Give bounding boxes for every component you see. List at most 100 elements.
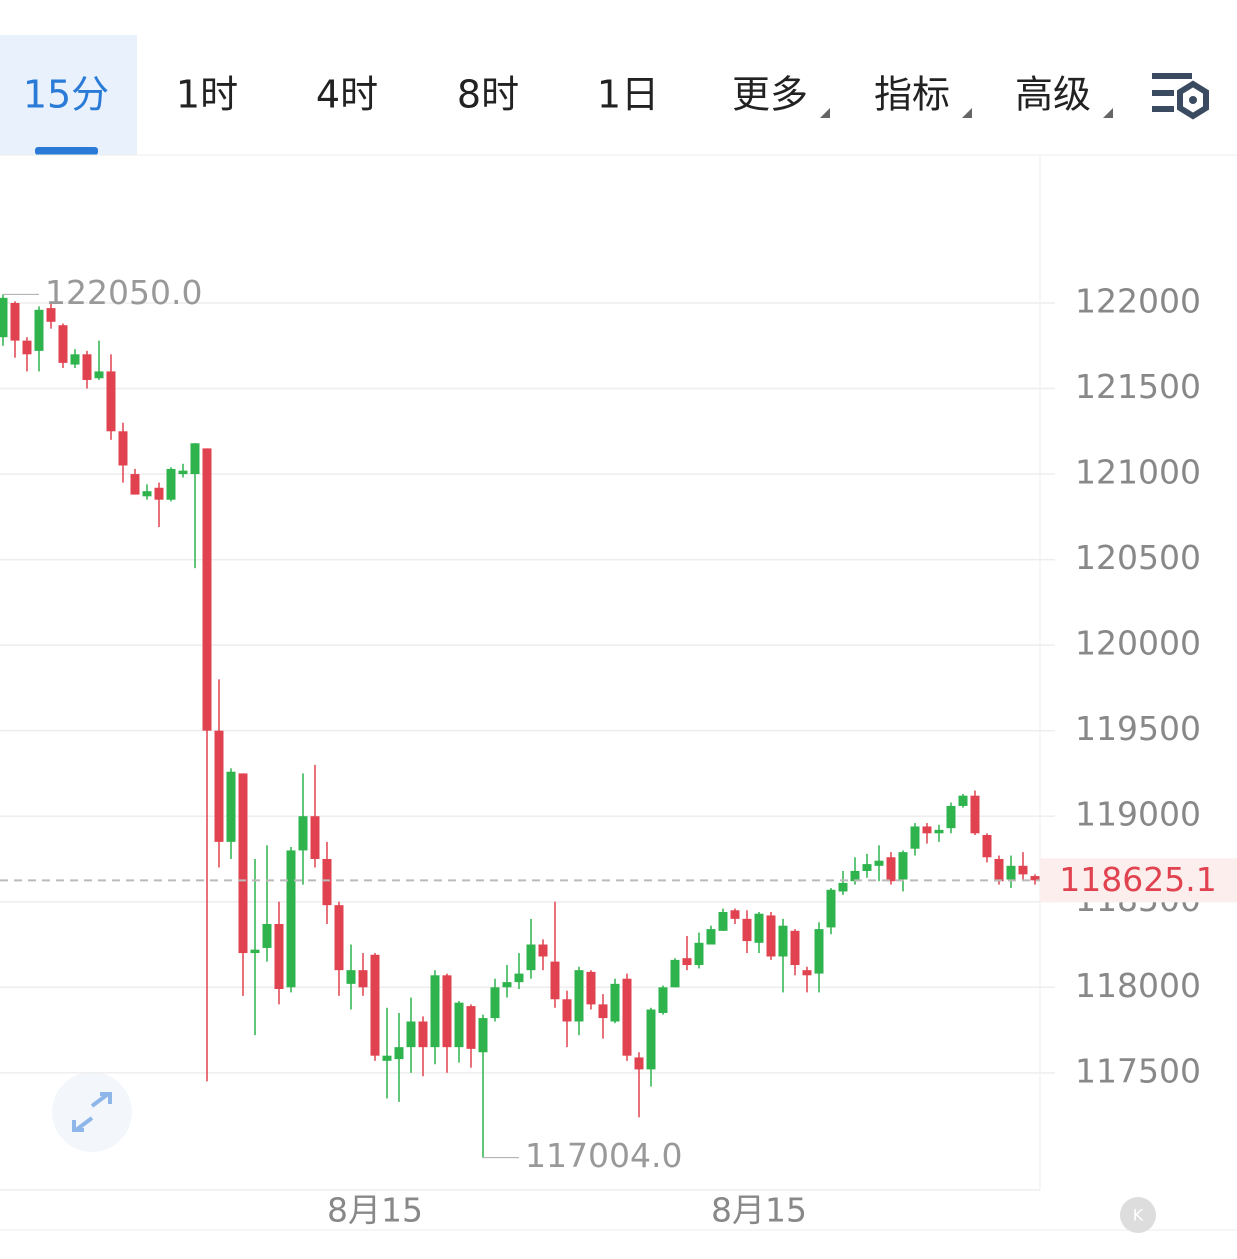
y-tick-label: 119000: [1075, 795, 1201, 834]
tab[interactable]: 高级: [1015, 73, 1091, 117]
low-marker-label: 117004.0: [525, 1136, 682, 1175]
candle-body: [334, 905, 344, 971]
candle-body: [574, 970, 584, 1022]
candle-body: [562, 999, 572, 1022]
candle-body: [154, 487, 164, 500]
high-marker-label: 122050.0: [45, 273, 202, 312]
candle-body: [742, 918, 752, 942]
candle-body: [106, 371, 116, 432]
candle-body: [598, 1004, 608, 1019]
candle-body: [886, 857, 896, 882]
candle-body: [802, 970, 812, 976]
last-price-label: 118625.1: [1059, 860, 1216, 899]
k-button[interactable]: K: [1120, 1197, 1156, 1233]
candle-body: [382, 1055, 392, 1061]
candle-body: [238, 773, 248, 954]
candle-body: [826, 889, 836, 928]
candle-body: [178, 470, 188, 475]
candle-body: [958, 795, 968, 806]
candle-body: [814, 929, 824, 974]
candle-body: [670, 959, 680, 988]
candle-body: [418, 1021, 428, 1048]
y-tick-label: 120500: [1075, 538, 1201, 577]
tab[interactable]: 15分: [23, 73, 109, 117]
last-price-box: [1040, 858, 1237, 903]
candle-body: [586, 971, 596, 1005]
candle-body: [1006, 865, 1016, 880]
candle-body: [790, 930, 800, 966]
candle-body: [22, 340, 32, 355]
candle-body: [322, 858, 332, 906]
candle-body: [766, 915, 776, 957]
candle-body: [922, 826, 932, 834]
candle-body: [1018, 865, 1028, 875]
candle-body: [970, 795, 980, 834]
candle-body: [298, 816, 308, 851]
candle-body: [838, 882, 848, 892]
candle-body: [478, 1018, 488, 1053]
candle-body: [862, 864, 872, 871]
settings-icon[interactable]: [1152, 73, 1209, 120]
tabs: 15分 1时 4时 8时 1日 更多 指标 高级: [23, 73, 1113, 118]
y-tick-label: 121500: [1075, 367, 1201, 406]
tab[interactable]: 1日: [597, 73, 659, 117]
candle-body: [142, 491, 152, 497]
candle-body: [910, 826, 920, 849]
candle-body: [1030, 876, 1040, 881]
candle-body: [982, 835, 992, 858]
candle-body: [202, 448, 212, 731]
dropdown-arrow: [962, 108, 972, 118]
candle-body: [442, 975, 452, 1048]
candle-body: [250, 949, 260, 954]
active-tab-bg: [0, 35, 137, 155]
candle-body: [550, 961, 560, 1000]
dropdown-arrow: [1103, 108, 1113, 118]
candle-body: [190, 443, 200, 475]
tab[interactable]: 8时: [457, 73, 519, 117]
y-tick-label: 118000: [1075, 966, 1201, 1005]
candle-body: [934, 829, 944, 834]
candle-body: [406, 1021, 416, 1048]
candle-body: [730, 910, 740, 919]
candle-body: [454, 1002, 464, 1048]
candle-body: [118, 431, 128, 466]
expand-button[interactable]: [52, 1072, 132, 1152]
candle-body: [622, 978, 632, 1056]
tab[interactable]: 1时: [176, 73, 238, 117]
candle-body: [286, 850, 296, 988]
candle-body: [70, 354, 80, 365]
candle-body: [610, 983, 620, 1022]
candle-body: [526, 944, 536, 971]
y-tick-label: 122000: [1075, 281, 1201, 320]
svg-text:K: K: [1133, 1206, 1144, 1225]
candle-body: [370, 954, 380, 1056]
candle-body: [874, 860, 884, 866]
candle-body: [490, 987, 500, 1019]
x-tick-label: 8月15: [327, 1191, 423, 1230]
candle-body: [166, 468, 176, 500]
candle-body: [46, 308, 56, 322]
candle-body: [706, 929, 716, 945]
candle-body: [226, 771, 236, 842]
y-tick-label: 121000: [1075, 453, 1201, 492]
candle-body: [994, 858, 1004, 882]
candle-body: [850, 870, 860, 882]
tab[interactable]: 更多: [732, 73, 808, 117]
y-tick-label: 120000: [1075, 624, 1201, 663]
x-tick-label: 8月15: [711, 1191, 807, 1230]
candle-body: [634, 1057, 644, 1070]
candle-body: [754, 913, 764, 943]
candle-body: [10, 302, 20, 341]
candle-body: [0, 297, 8, 338]
tab[interactable]: 4时: [316, 73, 378, 117]
candle-body: [430, 975, 440, 1048]
candle-body: [34, 309, 44, 351]
candle-body: [898, 852, 908, 880]
candle-body: [394, 1047, 404, 1060]
active-tab-indicator: [35, 147, 98, 155]
tab[interactable]: 指标: [874, 73, 950, 117]
candle-body: [694, 942, 704, 966]
candle-body: [646, 1009, 656, 1070]
